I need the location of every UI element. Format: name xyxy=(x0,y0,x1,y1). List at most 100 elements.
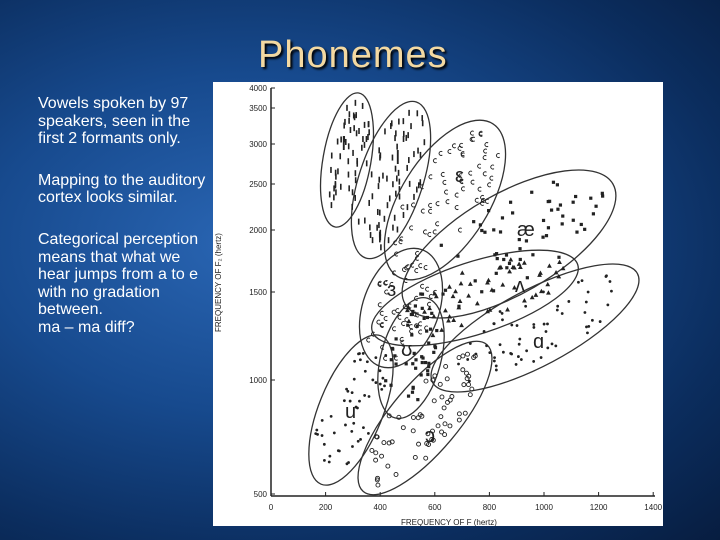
x-tick-label: 600 xyxy=(428,503,442,512)
scatter-mark xyxy=(524,239,529,243)
scatter-mark xyxy=(347,143,350,150)
scatter-mark xyxy=(500,282,506,287)
scatter-mark xyxy=(551,180,556,184)
scatter-mark xyxy=(438,414,444,420)
scatter-mark xyxy=(472,220,476,224)
scatter-mark xyxy=(567,300,571,303)
scatter-mark xyxy=(336,138,339,145)
scatter-mark xyxy=(456,304,462,310)
scatter-mark xyxy=(487,209,491,213)
scatter-mark xyxy=(541,218,546,223)
scatter-mark xyxy=(424,441,430,446)
scatter-mark xyxy=(556,207,560,211)
scatter-mark xyxy=(383,355,388,361)
scatter-mark xyxy=(328,454,332,458)
scatter-mark xyxy=(459,142,464,148)
scatter-mark xyxy=(428,174,433,180)
scatter-mark xyxy=(498,230,503,234)
x-tick-label: 1400 xyxy=(644,503,662,512)
scatter-mark xyxy=(500,311,504,315)
scatter-mark xyxy=(412,454,418,460)
scatter-mark xyxy=(447,284,452,289)
scatter-mark xyxy=(482,329,486,333)
scatter-mark xyxy=(590,318,594,322)
scatter-mark xyxy=(387,237,390,244)
scatter-mark xyxy=(441,405,447,411)
scatter-mark xyxy=(393,214,396,221)
scatter-mark xyxy=(418,321,423,327)
scatter-mark xyxy=(515,324,519,327)
scatter-mark xyxy=(425,431,431,437)
formant-plot-figure: 4000 3500 3000 2500 2000 1500 1000 500 0 200 400 6… xyxy=(213,82,663,526)
scatter-mark xyxy=(505,266,509,270)
scatter-mark xyxy=(383,215,386,222)
scatter-mark xyxy=(430,332,436,338)
scatter-mark xyxy=(388,195,391,202)
scatter-mark xyxy=(396,143,398,150)
scatter-mark xyxy=(501,318,504,322)
scatter-mark xyxy=(367,121,370,128)
scatter-mark xyxy=(355,130,358,137)
scatter-mark xyxy=(468,170,473,176)
scatter-mark xyxy=(351,203,353,210)
scatter-mark xyxy=(332,431,336,435)
scatter-mark xyxy=(413,304,418,308)
scatter-mark xyxy=(571,218,575,222)
scatter-mark xyxy=(420,360,424,365)
scatter-mark xyxy=(447,423,453,429)
scatter-mark xyxy=(330,152,333,159)
scatter-mark xyxy=(376,208,379,215)
scatter-mark xyxy=(467,392,473,398)
scatter-mark xyxy=(451,317,457,322)
scatter-mark xyxy=(398,239,403,245)
scatter-mark xyxy=(498,343,502,347)
scatter-mark xyxy=(441,292,445,296)
scatter-mark xyxy=(370,171,373,178)
scatter-mark xyxy=(424,325,429,331)
scatter-mark xyxy=(423,455,429,461)
scatter-mark xyxy=(404,317,409,323)
scatter-mark xyxy=(417,147,419,154)
scatter-mark xyxy=(333,194,335,201)
scatter-mark xyxy=(369,224,371,231)
vowel-label-u: u xyxy=(345,401,356,423)
scatter-mark xyxy=(492,322,496,326)
scatter-mark xyxy=(371,193,374,200)
scatter-mark xyxy=(430,437,436,443)
scatter-mark xyxy=(358,358,362,362)
scatter-mark xyxy=(460,353,466,359)
scatter-mark xyxy=(492,359,496,363)
ellipse-u xyxy=(308,334,394,486)
scatter-mark xyxy=(601,194,605,198)
scatter-mark xyxy=(362,426,365,430)
scatter-mark xyxy=(328,191,331,198)
scatter-mark xyxy=(389,383,393,387)
scatter-mark xyxy=(380,387,384,391)
scatter-mark xyxy=(458,281,464,286)
scatter-mark xyxy=(356,439,360,443)
scatter-mark xyxy=(465,351,470,357)
scatter-mark xyxy=(497,265,502,270)
scatter-mark xyxy=(432,350,436,354)
scatter-mark xyxy=(408,157,410,164)
scatter-mark xyxy=(380,344,385,350)
x-tick-label: 0 xyxy=(269,503,274,512)
scatter-mark xyxy=(560,222,564,226)
body-text: Vowels spoken by 97 speakers, seen in th… xyxy=(38,95,208,337)
scatter-mark xyxy=(447,149,452,154)
scatter-mark xyxy=(587,324,591,328)
vowel-label-open-o: ɔ xyxy=(425,425,435,447)
scatter-mark xyxy=(425,286,430,292)
scatter-mark xyxy=(400,339,405,345)
scatter-mark xyxy=(493,253,497,257)
scatter-mark xyxy=(425,315,430,320)
scatter-mark xyxy=(459,179,464,184)
scatter-mark xyxy=(466,293,472,298)
scatter-mark xyxy=(356,160,359,167)
paragraph-auditory-cortex: Mapping to the auditory cortex looks sim… xyxy=(38,171,206,207)
scatter-mark xyxy=(418,182,420,189)
scatter-mark xyxy=(389,282,394,287)
scatter-mark xyxy=(351,445,354,448)
scatter-mark xyxy=(386,440,392,446)
scatter-mark xyxy=(392,270,397,276)
